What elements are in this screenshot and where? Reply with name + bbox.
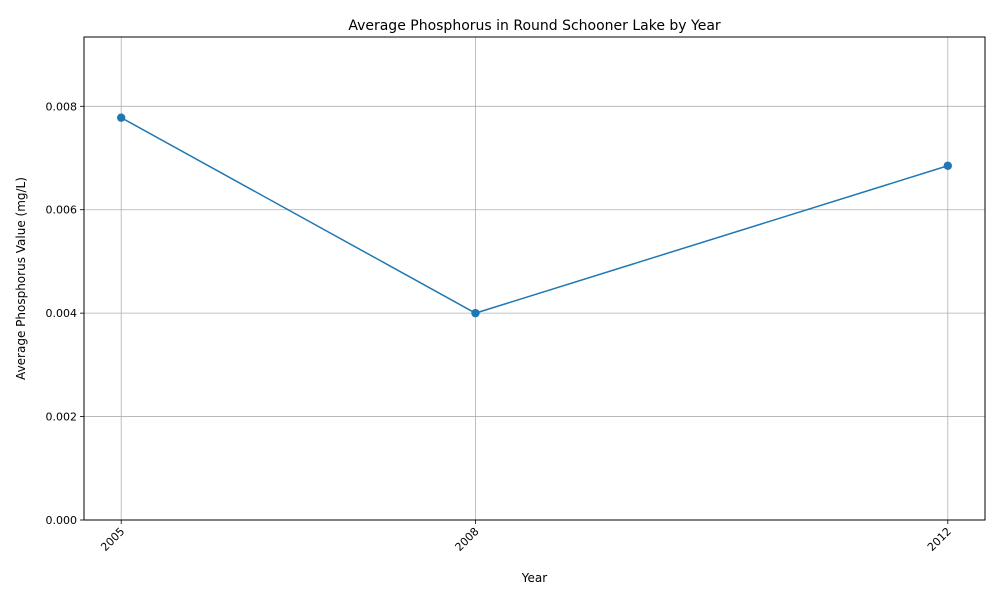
y-tick-label: 0.000 bbox=[46, 514, 78, 527]
y-tick-label: 0.006 bbox=[46, 204, 78, 217]
y-tick-label: 0.004 bbox=[46, 307, 78, 320]
x-axis-label: Year bbox=[521, 571, 547, 585]
y-tick-label: 0.002 bbox=[46, 411, 78, 424]
plot-frame bbox=[83, 36, 986, 521]
series-layer bbox=[116, 113, 953, 318]
chart-title: Average Phosphorus in Round Schooner Lak… bbox=[348, 18, 721, 34]
y-axis-label: Average Phosphorus Value (mg/L) bbox=[14, 177, 28, 380]
data-point bbox=[116, 113, 126, 122]
y-tick-label: 0.008 bbox=[46, 100, 78, 113]
data-point bbox=[471, 308, 480, 318]
data-point bbox=[943, 161, 953, 170]
